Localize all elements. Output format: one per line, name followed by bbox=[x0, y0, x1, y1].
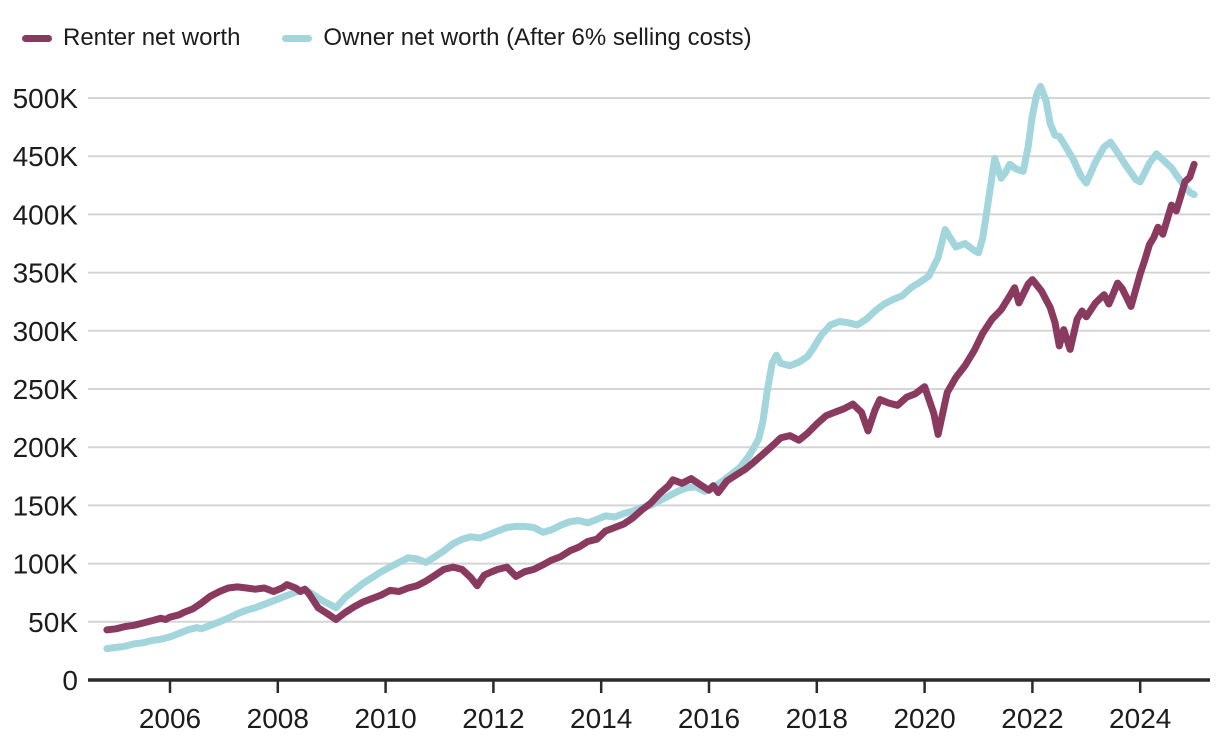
y-tick-label: 100K bbox=[13, 549, 79, 580]
y-tick-label: 400K bbox=[13, 199, 79, 230]
y-tick-label: 350K bbox=[13, 258, 79, 289]
y-tick-label: 200K bbox=[13, 432, 79, 463]
chart-legend: Renter net worth Owner net worth (After 6… bbox=[22, 24, 752, 52]
y-tick-label: 150K bbox=[13, 490, 79, 521]
legend-label-owner: Owner net worth (After 6% selling costs) bbox=[323, 24, 752, 51]
y-tick-label: 250K bbox=[13, 374, 79, 405]
legend-swatch-owner-icon bbox=[282, 34, 313, 42]
y-tick-label: 300K bbox=[13, 316, 79, 347]
x-tick-label: 2012 bbox=[462, 703, 524, 734]
x-tick-label: 2020 bbox=[893, 703, 955, 734]
x-tick-label: 2022 bbox=[1001, 703, 1063, 734]
x-tick-label: 2006 bbox=[139, 703, 201, 734]
x-tick-label: 2018 bbox=[786, 703, 848, 734]
legend-item-owner: Owner net worth (After 6% selling costs) bbox=[282, 24, 752, 52]
legend-swatch-renter-icon bbox=[22, 34, 52, 42]
renter-net-worth-line bbox=[103, 160, 1198, 634]
y-tick-label: 450K bbox=[13, 141, 79, 172]
x-tick-label: 2014 bbox=[570, 703, 632, 734]
legend-item-renter: Renter net worth bbox=[22, 24, 240, 52]
y-tick-label: 50K bbox=[28, 607, 78, 638]
x-tick-label: 2008 bbox=[247, 703, 309, 734]
legend-label-renter: Renter net worth bbox=[63, 24, 241, 51]
y-tick-label: 500K bbox=[13, 83, 79, 114]
x-tick-label: 2024 bbox=[1109, 703, 1171, 734]
x-tick-label: 2016 bbox=[678, 703, 740, 734]
x-tick-label: 2010 bbox=[354, 703, 416, 734]
y-tick-label: 0 bbox=[62, 665, 78, 696]
